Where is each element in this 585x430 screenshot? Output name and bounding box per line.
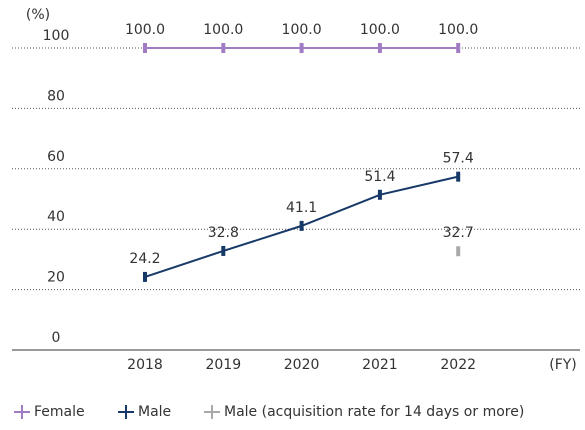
- data-label: 41.1: [286, 200, 317, 216]
- point-marker: [377, 43, 382, 53]
- x-axis-label: (FY): [549, 357, 577, 373]
- y-axis-label: (%): [26, 7, 50, 23]
- y-tick-label: 0: [52, 330, 61, 346]
- point-marker: [221, 43, 226, 53]
- legend-label: Female: [34, 404, 85, 420]
- data-label: 57.4: [443, 151, 474, 167]
- data-label: 100.0: [203, 22, 243, 38]
- y-tick-label: 20: [47, 270, 65, 286]
- x-tick-label: 2022: [440, 357, 476, 373]
- data-label: 51.4: [364, 169, 395, 185]
- point-marker: [456, 171, 461, 182]
- x-tick-label: 2021: [362, 357, 398, 373]
- point-marker: [221, 245, 226, 256]
- legend-label: Male: [138, 404, 171, 420]
- y-tick-label: 60: [47, 149, 65, 165]
- y-tick-label: 100: [43, 28, 70, 44]
- point-marker: [143, 43, 147, 53]
- data-label: 100.0: [125, 22, 165, 38]
- x-tick-label: 2019: [205, 357, 241, 373]
- data-label: 32.8: [208, 225, 239, 241]
- y-tick-label: 80: [47, 88, 65, 104]
- point-marker: [456, 43, 461, 53]
- data-label: 32.7: [443, 225, 474, 241]
- point-marker: [299, 43, 304, 53]
- point-marker: [377, 189, 382, 200]
- data-label: 100.0: [438, 22, 478, 38]
- data-label: 24.2: [129, 251, 160, 267]
- data-label: 100.0: [282, 22, 322, 38]
- point-marker: [299, 220, 304, 231]
- x-tick-label: 2018: [127, 357, 163, 373]
- point-marker: [143, 271, 147, 282]
- x-tick-label: 2020: [284, 357, 320, 373]
- point-marker: [456, 246, 461, 257]
- legend-label: Male (acquisition rate for 14 days or mo…: [224, 404, 524, 420]
- y-tick-label: 40: [47, 209, 65, 225]
- data-label: 100.0: [360, 22, 400, 38]
